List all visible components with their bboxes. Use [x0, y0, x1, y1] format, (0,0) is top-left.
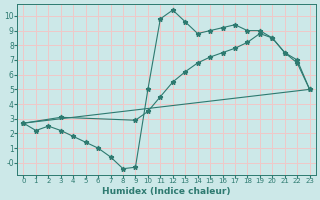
- X-axis label: Humidex (Indice chaleur): Humidex (Indice chaleur): [102, 187, 231, 196]
